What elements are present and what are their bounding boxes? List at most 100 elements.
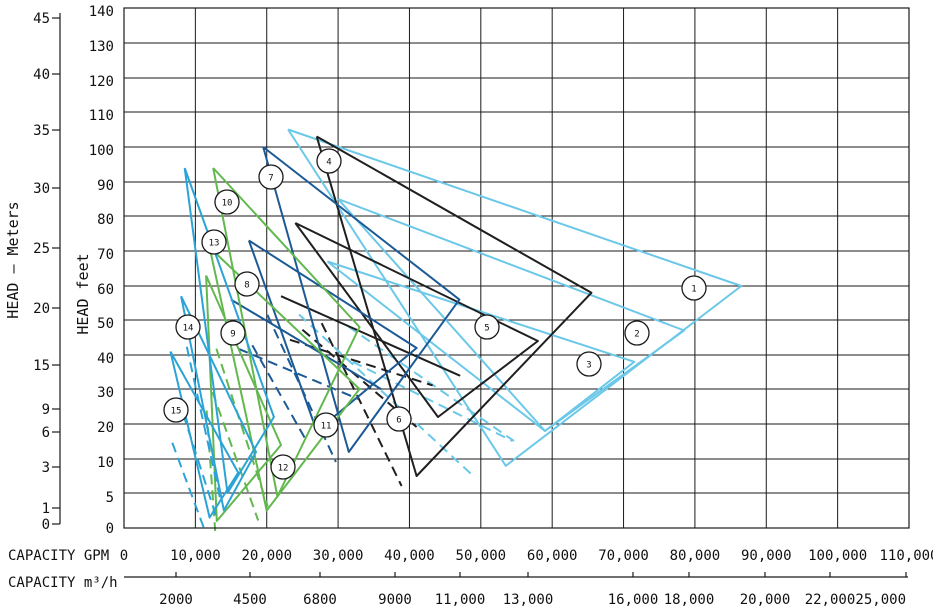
meters-tick-label: 15: [33, 358, 50, 374]
curve-marker-label: 15: [171, 407, 182, 417]
curve-marker-label: 3: [586, 361, 591, 371]
feet-tick-label: 90: [97, 178, 114, 194]
m3h-tick-label: 16,000: [608, 592, 659, 608]
curve-marker-circle: [576, 351, 602, 377]
curve-marker-label: 7: [268, 174, 273, 184]
feet-tick-labels: 0 5 10 20 30 40 50 60 70 80 90 100 110 120 130 140150: [89, 0, 114, 537]
m3h-tick-label: 6800: [303, 592, 337, 608]
feet-tick-label: 30: [97, 385, 114, 401]
gpm-tick-label: 40,000: [384, 548, 435, 564]
m3h-tick-label: 20,000: [740, 592, 791, 608]
curve-marker-12: 12: [270, 454, 296, 480]
meters-tick-label: 45: [33, 11, 50, 27]
head-feet-axis-label: HEAD feet: [74, 253, 92, 334]
plot-frame: [123, 7, 910, 529]
curve-marker-label: 6: [396, 416, 401, 426]
pump-curve-12: [205, 275, 282, 522]
capacity-m3h-axis-label: CAPACITY m³/h: [8, 575, 118, 591]
pump-curve-8: [247, 239, 418, 432]
gpm-tick-label: 0: [120, 548, 128, 564]
curve-marker-label: 5: [484, 324, 489, 334]
pump-curve-6: [280, 295, 461, 377]
m3h-tick-label: 13,000: [503, 592, 554, 608]
curve-marker-circle: [270, 454, 296, 480]
grid: [124, 8, 909, 528]
curve-marker-label: 14: [183, 324, 194, 334]
meters-tick-label: 35: [33, 123, 50, 139]
pump-curve-dashed-1: [298, 313, 474, 477]
curve-marker-label: 8: [244, 281, 249, 291]
pump-curve-dashed-5: [301, 328, 418, 428]
feet-tick-label: 40: [97, 351, 114, 367]
pump-curve-5: [294, 222, 539, 418]
curve-marker-circle: [313, 412, 339, 438]
pump-curve-13: [183, 167, 275, 494]
curve-marker-label: 2: [634, 330, 639, 340]
curve-marker-label: 10: [222, 199, 233, 209]
m3h-tick-label: 25,000: [855, 592, 906, 608]
gpm-tick-label: 90,000: [741, 548, 792, 564]
curve-marker-14: 14: [175, 314, 201, 340]
curve-marker-circle: [258, 164, 284, 190]
curve-marker-8: 8: [234, 271, 260, 297]
pump-curve-4: [315, 135, 593, 477]
capacity-gpm-axis-label: CAPACITY GPM: [8, 548, 109, 564]
gpm-tick-label: 70,000: [598, 548, 649, 564]
curve-marker-3: 3: [576, 351, 602, 377]
curve-marker-label: 12: [278, 464, 289, 474]
pump-curve-3: [326, 260, 636, 432]
meters-tick-label: 1: [42, 501, 50, 517]
curve-marker-1: 1: [681, 275, 707, 301]
feet-tick-label: 0: [106, 521, 114, 537]
gpm-tick-label: 80,000: [670, 548, 721, 564]
pump-curve-dashed-3: [337, 353, 513, 442]
curve-marker-circle: [163, 397, 189, 423]
feet-tick-label: 110: [89, 108, 114, 124]
meters-tick-label: 9: [42, 402, 50, 418]
gpm-tick-label: 30,000: [313, 548, 364, 564]
curve-marker-circle: [681, 275, 707, 301]
pump-curve-15: [169, 351, 240, 519]
m3h-tick-label: 22,000: [805, 592, 856, 608]
m3h-tick-label: 4500: [233, 592, 267, 608]
pump-curve-7: [262, 146, 461, 453]
pump-curve-1: [287, 128, 743, 467]
gpm-tick-label: 100,000: [808, 548, 867, 564]
pump-curve-11: [208, 246, 361, 512]
feet-tick-label: 60: [97, 282, 114, 298]
m3h-tick-labels: 2000 4500 6800 9000 11,000 13,000 16,000 18,000…: [159, 572, 907, 608]
gpm-tick-labels: 0 10,000 20,000 30,000 40,000 50,000 60,000 70,…: [120, 548, 933, 564]
m3h-tick-label: 2000: [159, 592, 193, 608]
pump-curve-dashed-10: [215, 348, 269, 507]
curve-marker-circle: [175, 314, 201, 340]
feet-tick-label: 70: [97, 247, 114, 263]
curve-marker-label: 13: [209, 239, 220, 249]
m3h-tick-label: 18,000: [664, 592, 715, 608]
feet-tick-label: 50: [97, 316, 114, 332]
curve-marker-6: 6: [386, 406, 412, 432]
curve-marker-2: 2: [624, 320, 650, 346]
curve-marker-label: 11: [321, 422, 332, 432]
meters-tick-label: 6: [42, 425, 50, 441]
meters-tick-label: 40: [33, 67, 50, 83]
curve-marker-circle: [234, 271, 260, 297]
pump-curve-dashed-4: [320, 322, 403, 487]
head-meters-axis-label: HEAD – Meters: [4, 201, 22, 318]
curve-marker-circle: [624, 320, 650, 346]
curve-marker-15: 15: [163, 397, 189, 423]
gpm-tick-label: 20,000: [241, 548, 292, 564]
curve-marker-circle: [474, 314, 500, 340]
pump-curve-9: [230, 298, 382, 390]
curve-marker-5: 5: [474, 314, 500, 340]
feet-tick-label: 20: [97, 420, 114, 436]
pump-curve-dashed-13: [185, 346, 223, 504]
gpm-tick-label: 10,000: [170, 548, 221, 564]
feet-tick-label: 5: [106, 490, 114, 506]
meters-tick-label: 20: [33, 301, 50, 317]
curve-marker-10: 10: [214, 189, 240, 215]
curve-marker-4: 4: [316, 148, 342, 174]
m3h-tick-label: 11,000: [435, 592, 486, 608]
pump-curve-dashed-9: [238, 347, 359, 400]
